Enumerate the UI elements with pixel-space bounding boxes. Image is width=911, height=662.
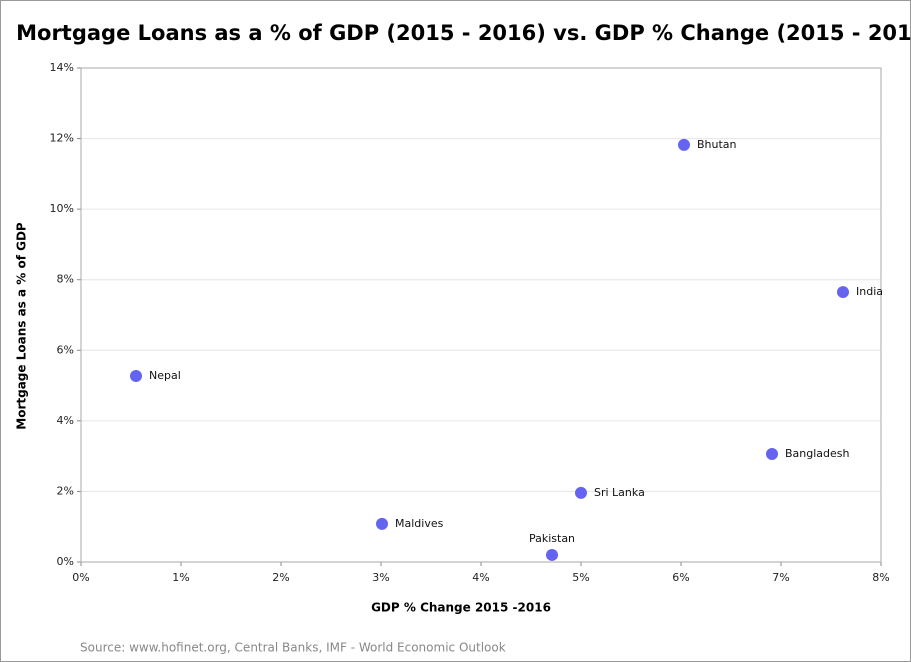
y-tick-label: 10% <box>50 202 74 215</box>
point <box>130 370 142 383</box>
x-tick-label: 7% <box>772 571 789 584</box>
point <box>546 548 558 561</box>
x-tick-label: 6% <box>672 571 689 584</box>
point-label: Pakistan <box>529 532 575 545</box>
x-tick-label: 0% <box>72 571 89 584</box>
point <box>766 448 778 461</box>
y-tick-label: 12% <box>50 132 74 145</box>
y-axis-label: Mortgage Loans as a % of GDP <box>15 222 29 430</box>
x-tick-label: 8% <box>872 571 889 584</box>
point-label: India <box>856 285 883 298</box>
plot-area <box>80 67 882 563</box>
point-label: Bhutan <box>697 138 737 151</box>
x-tick-label: 4% <box>472 571 489 584</box>
point <box>837 286 849 299</box>
point-label: Nepal <box>149 369 181 382</box>
point <box>376 517 388 530</box>
x-axis-label: GDP % Change 2015 -2016 <box>371 601 551 615</box>
point <box>678 138 690 151</box>
x-tick-label: 1% <box>172 571 189 584</box>
point-label: Bangladesh <box>785 447 850 460</box>
point <box>575 486 587 499</box>
y-tick-label: 4% <box>57 414 74 427</box>
chart-title: Mortgage Loans as a % of GDP (2015 - 201… <box>16 21 911 45</box>
y-tick-label: 2% <box>57 484 74 497</box>
y-tick-label: 0% <box>57 555 74 568</box>
x-tick-label: 3% <box>372 571 389 584</box>
y-tick-label: 6% <box>57 343 74 356</box>
point-label: Maldives <box>395 517 444 530</box>
x-tick-label: 5% <box>572 571 589 584</box>
x-tick-label: 2% <box>272 571 289 584</box>
y-tick-label: 8% <box>57 273 74 286</box>
y-tick-label: 14% <box>50 61 74 74</box>
point-label: Sri Lanka <box>594 486 645 499</box>
source-note: Source: www.hofinet.org, Central Banks, … <box>80 641 506 655</box>
